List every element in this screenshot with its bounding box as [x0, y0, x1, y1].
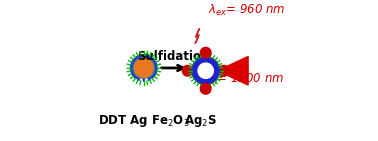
Circle shape [132, 57, 155, 79]
Circle shape [200, 84, 211, 94]
Text: DDT Ag Fe$_2$O$_3$: DDT Ag Fe$_2$O$_3$ [98, 113, 189, 129]
Text: $\lambda_{ex}$= 960 nm: $\lambda_{ex}$= 960 nm [209, 3, 286, 18]
Text: $\lambda_{em}$= 1100 nm: $\lambda_{em}$= 1100 nm [197, 71, 285, 87]
Circle shape [135, 60, 152, 76]
Text: Ag$_2$S: Ag$_2$S [184, 113, 217, 129]
Circle shape [192, 57, 220, 85]
Circle shape [135, 59, 153, 77]
Circle shape [133, 57, 155, 79]
Circle shape [198, 63, 213, 78]
Polygon shape [217, 57, 248, 85]
Circle shape [133, 58, 154, 78]
Circle shape [134, 59, 153, 77]
Circle shape [182, 65, 193, 76]
Polygon shape [195, 28, 200, 44]
Circle shape [135, 59, 153, 77]
Circle shape [218, 65, 229, 76]
Circle shape [131, 55, 156, 81]
Circle shape [200, 47, 211, 58]
Text: Sulfidation: Sulfidation [138, 50, 210, 63]
Circle shape [134, 58, 153, 78]
Circle shape [132, 56, 156, 80]
Circle shape [133, 58, 154, 78]
Circle shape [130, 55, 157, 81]
